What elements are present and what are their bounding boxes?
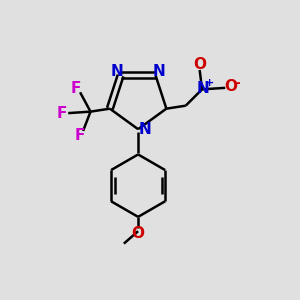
Text: F: F [57, 106, 68, 121]
Text: O: O [193, 57, 206, 72]
Text: +: + [205, 78, 214, 88]
Text: N: N [111, 64, 123, 79]
Text: O: O [132, 226, 145, 241]
Text: F: F [75, 128, 85, 142]
Text: F: F [70, 81, 81, 96]
Text: N: N [196, 81, 209, 96]
Text: O: O [224, 79, 237, 94]
Text: N: N [138, 122, 151, 137]
Text: N: N [153, 64, 166, 79]
Text: -: - [234, 76, 240, 89]
